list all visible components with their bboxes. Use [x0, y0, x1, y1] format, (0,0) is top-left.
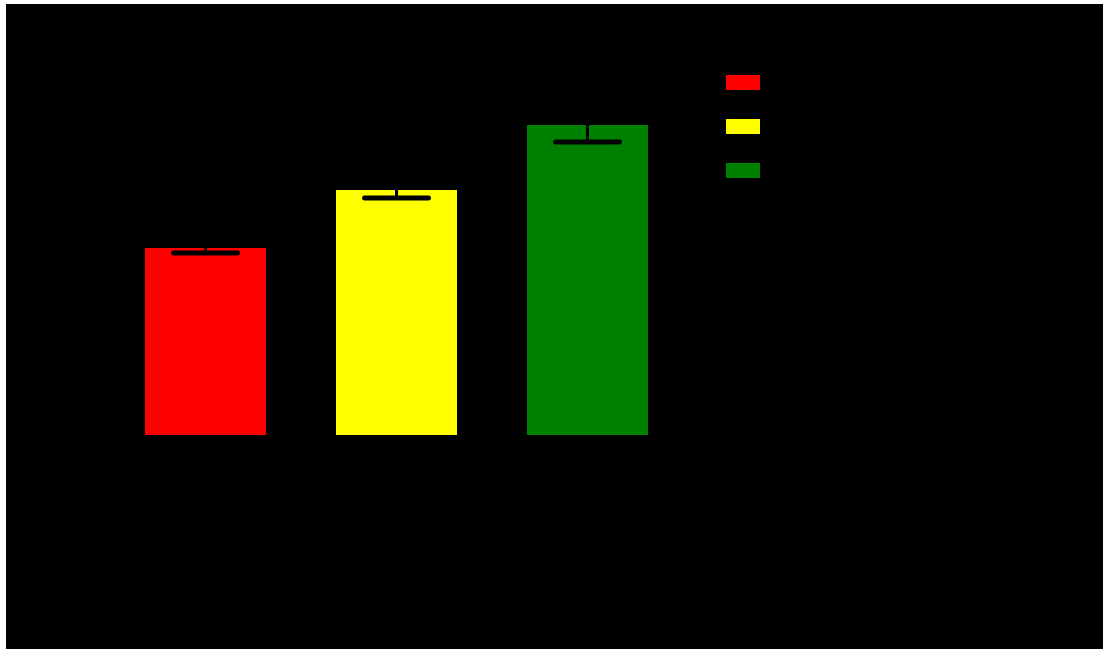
error-bar-2 [362, 182, 431, 201]
error-bars-layer [171, 108, 622, 256]
legend-swatch-1 [726, 75, 760, 90]
chart-frame [6, 4, 1103, 649]
bar-3 [527, 125, 648, 435]
bar-2 [336, 190, 457, 435]
bar-chart [145, 75, 760, 435]
legend-swatch-3 [726, 163, 760, 178]
legend-swatch-2 [726, 119, 760, 134]
bars-layer [145, 125, 648, 435]
legend [726, 75, 760, 178]
error-bar-3 [553, 108, 622, 145]
bar-1 [145, 248, 266, 435]
error-bar-1 [171, 243, 240, 256]
